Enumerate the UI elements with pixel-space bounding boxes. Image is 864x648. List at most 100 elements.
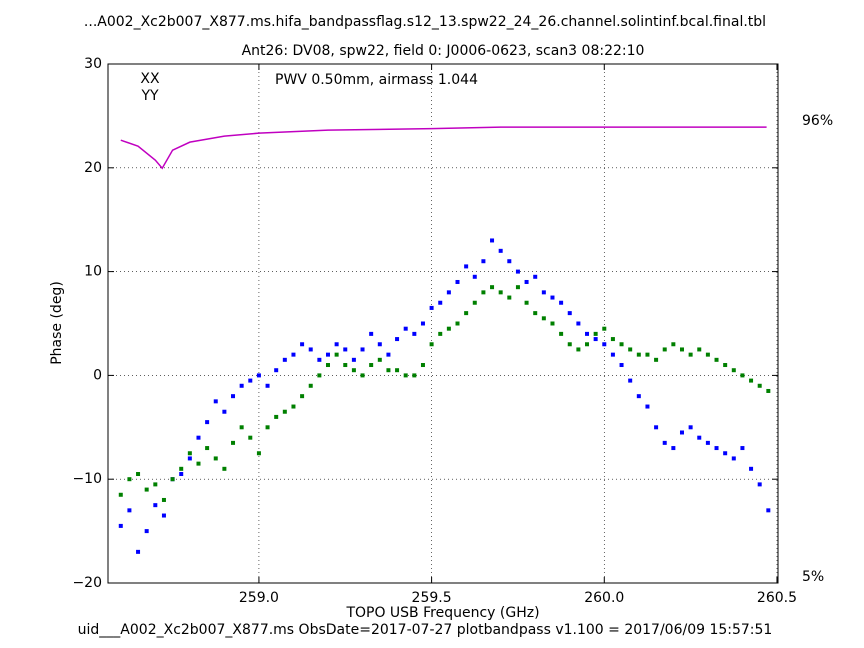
annotation: PWV 0.50mm, airmass 1.044 [275, 72, 478, 88]
data-point [645, 404, 650, 409]
data-point [636, 394, 641, 399]
data-point [170, 477, 175, 482]
data-point [697, 435, 702, 440]
data-point [654, 357, 659, 362]
data-point [464, 264, 469, 269]
data-point [187, 451, 192, 456]
data-point [317, 357, 322, 362]
data-point [395, 368, 400, 373]
data-point [593, 331, 598, 336]
data-point [144, 487, 149, 492]
data-point [507, 295, 512, 300]
data-point [403, 373, 408, 378]
data-point [420, 321, 425, 326]
footer: uid___A002_Xc2b007_X877.ms ObsDate=2017-… [78, 622, 773, 638]
data-point [429, 305, 434, 310]
data-point [256, 373, 261, 378]
data-point [671, 446, 676, 451]
data-point [464, 311, 469, 316]
data-point [679, 347, 684, 352]
data-point [153, 503, 158, 508]
data-point [559, 331, 564, 336]
chart-title: ...A002_Xc2b007_X877.ms.hifa_bandpassfla… [84, 14, 766, 30]
data-point [239, 425, 244, 430]
data-point [757, 383, 762, 388]
y-axis-label: Phase (deg) [49, 281, 65, 365]
data-point [541, 290, 546, 295]
data-point [438, 331, 443, 336]
data-point [628, 378, 633, 383]
data-point [222, 409, 227, 414]
data-point [118, 523, 123, 528]
data-point [524, 300, 529, 305]
data-point [723, 363, 728, 368]
chart-subtitle: Ant26: DV08, spw22, field 0: J0006-0623,… [242, 43, 645, 59]
data-point [654, 425, 659, 430]
data-point [213, 399, 218, 404]
data-point [282, 357, 287, 362]
data-point [533, 274, 538, 279]
data-point [412, 331, 417, 336]
data-point [127, 508, 132, 513]
data-point [248, 435, 253, 440]
data-point [507, 259, 512, 264]
data-point [619, 363, 624, 368]
data-point [585, 342, 590, 347]
data-point [161, 497, 166, 502]
x-tick-label: 259.5 [412, 590, 452, 606]
data-point [144, 529, 149, 534]
data-point [679, 430, 684, 435]
data-point [196, 435, 201, 440]
data-point [196, 461, 201, 466]
data-point [567, 342, 572, 347]
x-axis-label: TOPO USB Frequency (GHz) [345, 605, 539, 621]
data-point [731, 368, 736, 373]
data-point [334, 352, 339, 357]
data-point [481, 290, 486, 295]
data-point [308, 347, 313, 352]
data-point [118, 492, 123, 497]
data-point [308, 383, 313, 388]
data-point [619, 342, 624, 347]
data-point [645, 352, 650, 357]
data-point [429, 342, 434, 347]
data-point [490, 285, 495, 290]
data-point [757, 482, 762, 487]
data-point [662, 440, 667, 445]
data-point [386, 368, 391, 373]
data-point [524, 279, 529, 284]
data-point [688, 352, 693, 357]
data-point [602, 326, 607, 331]
data-point [455, 321, 460, 326]
data-point [179, 472, 184, 477]
data-point [610, 352, 615, 357]
transmission-line [120, 126, 767, 170]
data-point [446, 290, 451, 295]
legend-entry: YY [140, 88, 159, 104]
data-point [377, 342, 382, 347]
y2-tick-label: 96% [802, 113, 833, 129]
data-point [369, 331, 374, 336]
data-point [688, 425, 693, 430]
y-tick-label: −10 [72, 471, 102, 487]
data-point [533, 311, 538, 316]
data-point [403, 326, 408, 331]
data-point [300, 394, 305, 399]
data-point [395, 337, 400, 342]
data-point [602, 342, 607, 347]
data-point [749, 466, 754, 471]
data-point [213, 456, 218, 461]
data-point [179, 466, 184, 471]
data-point [291, 352, 296, 357]
data-point [231, 440, 236, 445]
data-point [265, 425, 270, 430]
data-point [343, 363, 348, 368]
data-point [265, 383, 270, 388]
x-tick-label: 259.0 [239, 590, 279, 606]
data-point [412, 373, 417, 378]
data-point [205, 420, 210, 425]
data-point [351, 368, 356, 373]
data-point [490, 238, 495, 243]
data-point [585, 331, 590, 336]
data-point [136, 549, 141, 554]
